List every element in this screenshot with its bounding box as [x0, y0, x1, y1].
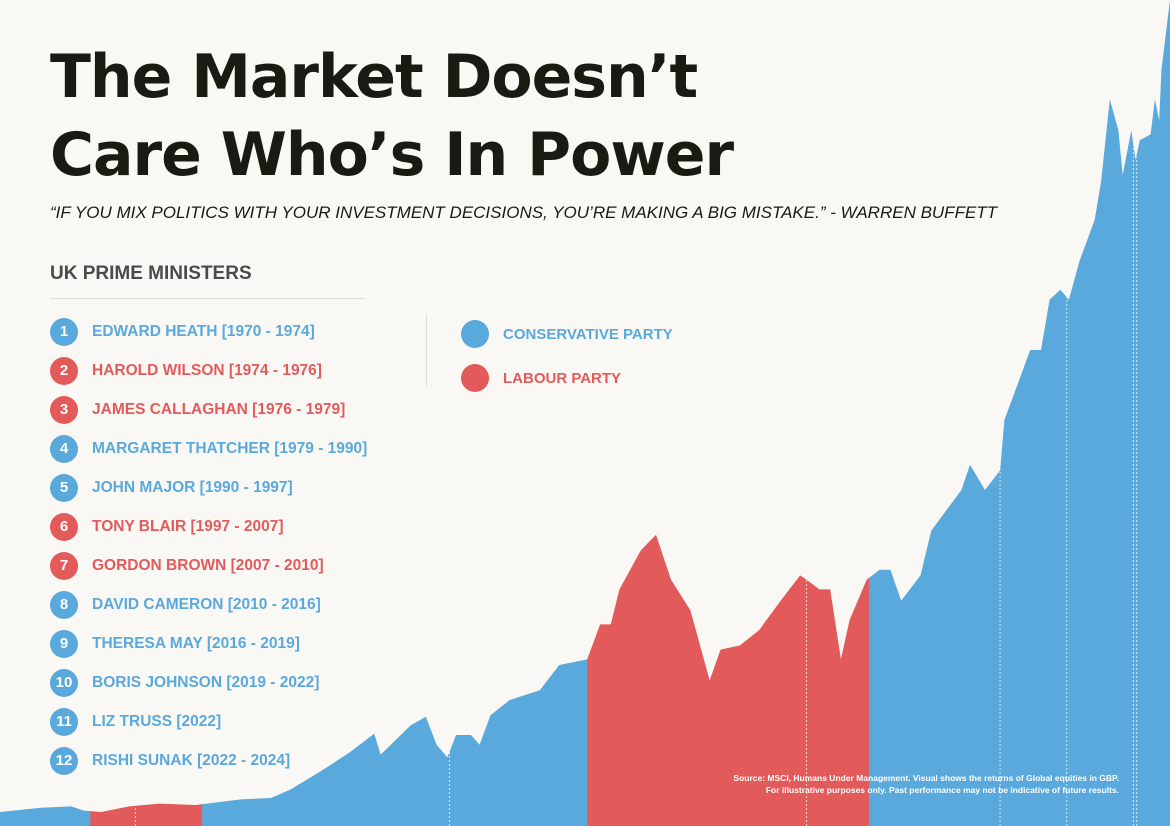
- pm-list-item: 10 BORIS JOHNSON [2019 - 2022]: [50, 663, 367, 702]
- pm-name: EDWARD HEATH [1970 - 1974]: [92, 322, 315, 340]
- pm-list-item: 11 LIZ TRUSS [2022]: [50, 702, 367, 741]
- pm-list-item: 8 DAVID CAMERON [2010 - 2016]: [50, 585, 367, 624]
- legend-swatch: [461, 320, 489, 348]
- pm-number-badge: 10: [50, 668, 78, 697]
- pm-number-badge: 12: [50, 746, 78, 775]
- source-note: Source: MSCI, Humans Under Management. V…: [733, 772, 1119, 796]
- area-segment-conservative: [868, 0, 1170, 826]
- pm-list-item: 4 MARGARET THATCHER [1979 - 1990]: [50, 429, 367, 468]
- pm-list-item: 5 JOHN MAJOR [1990 - 1997]: [50, 468, 367, 507]
- heading-divider: [50, 298, 365, 299]
- legend-item-labour: LABOUR PARTY: [461, 356, 673, 400]
- pm-number-badge: 4: [50, 434, 78, 463]
- source-line-1: Source: MSCI, Humans Under Management. V…: [733, 773, 1119, 783]
- pm-list-item: 6 TONY BLAIR [1997 - 2007]: [50, 507, 367, 546]
- pm-name: THERESA MAY [2016 - 2019]: [92, 634, 300, 652]
- pm-name: TONY BLAIR [1997 - 2007]: [92, 517, 284, 535]
- pm-name: JOHN MAJOR [1990 - 1997]: [92, 478, 293, 496]
- pm-number-badge: 9: [50, 629, 78, 658]
- pm-number-badge: 11: [50, 707, 78, 736]
- pm-name: MARGARET THATCHER [1979 - 1990]: [92, 439, 368, 457]
- pm-name: BORIS JOHNSON [2019 - 2022]: [92, 673, 320, 691]
- title-line-2: Care Who’s In Power: [50, 120, 734, 190]
- pm-name: GORDON BROWN [2007 - 2010]: [92, 556, 324, 574]
- legend-item-conservative: CONSERVATIVE PARTY: [461, 312, 673, 356]
- legend-label: LABOUR PARTY: [503, 369, 622, 387]
- buffett-quote: “IF YOU MIX POLITICS WITH YOUR INVESTMEN…: [50, 203, 998, 222]
- pm-list-item: 12 RISHI SUNAK [2022 - 2024]: [50, 741, 367, 780]
- pm-list-item: 7 GORDON BROWN [2007 - 2010]: [50, 546, 367, 585]
- pm-name: JAMES CALLAGHAN [1976 - 1979]: [92, 400, 346, 418]
- party-legend: CONSERVATIVE PARTY LABOUR PARTY: [461, 312, 673, 400]
- pm-number-badge: 7: [50, 551, 78, 580]
- pm-list-item: 9 THERESA MAY [2016 - 2019]: [50, 624, 367, 663]
- legend-swatch: [461, 364, 489, 392]
- pm-number-badge: 1: [50, 317, 78, 346]
- pm-list: 1 EDWARD HEATH [1970 - 1974] 2 HAROLD WILSO…: [50, 312, 367, 780]
- source-line-2: For illustrative purposes only. Past per…: [765, 785, 1119, 795]
- legend-label: CONSERVATIVE PARTY: [503, 325, 673, 343]
- title-line-1: The Market Doesn’t: [50, 42, 698, 112]
- legend-divider: [426, 314, 427, 386]
- pm-number-badge: 2: [50, 356, 78, 385]
- pm-number-badge: 3: [50, 395, 78, 424]
- pm-number-badge: 8: [50, 590, 78, 619]
- pm-name: RISHI SUNAK [2022 - 2024]: [92, 751, 291, 769]
- page-title: The Market Doesn’t Care Who’s In Power: [50, 38, 734, 194]
- pm-number-badge: 6: [50, 512, 78, 541]
- pm-name: LIZ TRUSS [2022]: [92, 712, 222, 730]
- pm-number-badge: 5: [50, 473, 78, 502]
- pm-list-item: 2 HAROLD WILSON [1974 - 1976]: [50, 351, 367, 390]
- pm-name: DAVID CAMERON [2010 - 2016]: [92, 595, 321, 613]
- pm-name: HAROLD WILSON [1974 - 1976]: [92, 361, 322, 379]
- pm-list-item: 1 EDWARD HEATH [1970 - 1974]: [50, 312, 367, 351]
- pm-list-item: 3 JAMES CALLAGHAN [1976 - 1979]: [50, 390, 367, 429]
- pm-list-heading: UK PRIME MINISTERS: [50, 263, 252, 284]
